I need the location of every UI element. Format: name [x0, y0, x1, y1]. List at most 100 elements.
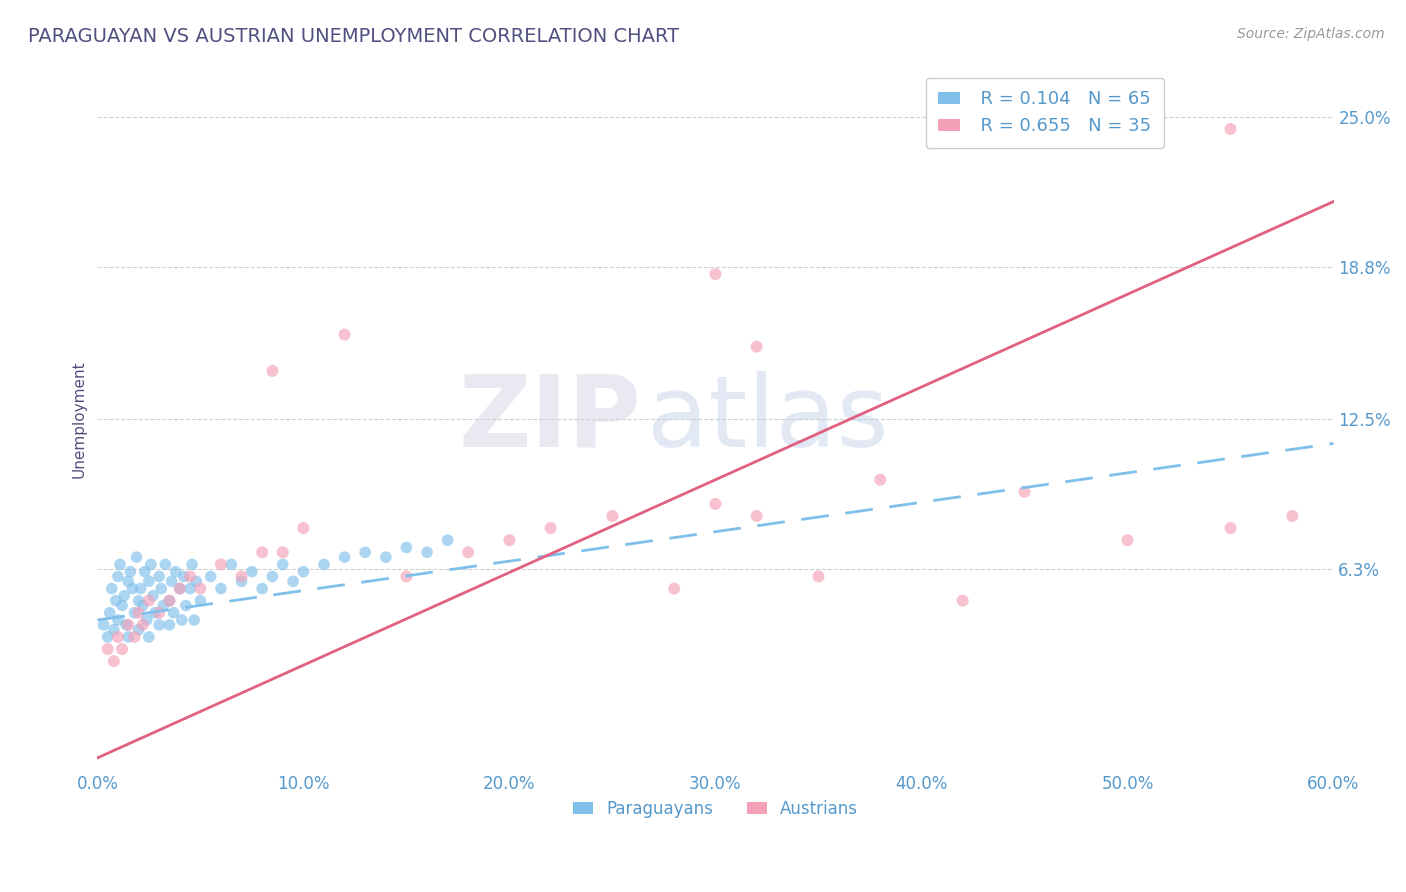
Point — [148, 569, 170, 583]
Point — [602, 508, 624, 523]
Point — [240, 565, 263, 579]
Point — [190, 593, 212, 607]
Point — [111, 642, 134, 657]
Text: PARAGUAYAN VS AUSTRIAN UNEMPLOYMENT CORRELATION CHART: PARAGUAYAN VS AUSTRIAN UNEMPLOYMENT CORR… — [28, 27, 679, 45]
Point — [745, 340, 768, 354]
Point — [162, 606, 184, 620]
Point — [179, 582, 201, 596]
Point — [219, 558, 242, 572]
Point — [169, 582, 191, 596]
Point — [292, 521, 315, 535]
Text: Source: ZipAtlas.com: Source: ZipAtlas.com — [1237, 27, 1385, 41]
Point — [1219, 521, 1241, 535]
Point — [457, 545, 479, 559]
Point — [540, 521, 562, 535]
Point — [869, 473, 891, 487]
Point — [436, 533, 458, 548]
Point — [704, 497, 727, 511]
Point — [745, 508, 768, 523]
Point — [1281, 508, 1303, 523]
Point — [97, 630, 120, 644]
Point — [281, 574, 304, 589]
Point — [155, 558, 177, 572]
Point — [173, 569, 195, 583]
Point — [271, 558, 294, 572]
Point — [333, 327, 356, 342]
Point — [125, 550, 148, 565]
Point — [159, 593, 181, 607]
Legend: Paraguayans, Austrians: Paraguayans, Austrians — [567, 794, 865, 825]
Point — [103, 623, 125, 637]
Point — [139, 558, 162, 572]
Point — [262, 569, 284, 583]
Point — [108, 558, 131, 572]
Point — [250, 582, 273, 596]
Point — [131, 599, 153, 613]
Point — [135, 613, 157, 627]
Point — [120, 565, 142, 579]
Point — [271, 545, 294, 559]
Point — [231, 569, 253, 583]
Point — [152, 599, 174, 613]
Point — [129, 582, 152, 596]
Point — [159, 593, 181, 607]
Point — [131, 618, 153, 632]
Point — [124, 630, 146, 644]
Point — [107, 569, 129, 583]
Point — [138, 574, 160, 589]
Point — [174, 599, 197, 613]
Point — [107, 630, 129, 644]
Text: atlas: atlas — [647, 371, 889, 467]
Point — [98, 606, 121, 620]
Y-axis label: Unemployment: Unemployment — [72, 360, 86, 478]
Point — [159, 618, 181, 632]
Point — [138, 630, 160, 644]
Point — [103, 654, 125, 668]
Point — [165, 565, 187, 579]
Point — [498, 533, 520, 548]
Point — [134, 565, 156, 579]
Point — [121, 582, 143, 596]
Point — [150, 582, 173, 596]
Point — [333, 550, 356, 565]
Point — [181, 558, 204, 572]
Point — [1014, 484, 1036, 499]
Point — [395, 569, 418, 583]
Point — [111, 599, 134, 613]
Point — [142, 589, 165, 603]
Point — [395, 541, 418, 555]
Point — [128, 623, 150, 637]
Point — [292, 565, 315, 579]
Point — [128, 593, 150, 607]
Point — [148, 606, 170, 620]
Point — [100, 582, 122, 596]
Point — [183, 613, 205, 627]
Point — [115, 618, 138, 632]
Point — [354, 545, 377, 559]
Point — [416, 545, 439, 559]
Point — [250, 545, 273, 559]
Point — [148, 618, 170, 632]
Point — [209, 582, 232, 596]
Point — [97, 642, 120, 657]
Point — [169, 582, 191, 596]
Point — [209, 558, 232, 572]
Point — [374, 550, 396, 565]
Point — [312, 558, 335, 572]
Point — [186, 574, 208, 589]
Point — [1219, 122, 1241, 136]
Point — [190, 582, 212, 596]
Point — [160, 574, 183, 589]
Point — [200, 569, 222, 583]
Point — [112, 589, 135, 603]
Point — [170, 613, 193, 627]
Point — [117, 630, 139, 644]
Point — [117, 574, 139, 589]
Point — [138, 593, 160, 607]
Point — [231, 574, 253, 589]
Point — [117, 618, 139, 632]
Point — [704, 267, 727, 281]
Point — [952, 593, 974, 607]
Point — [664, 582, 686, 596]
Point — [124, 606, 146, 620]
